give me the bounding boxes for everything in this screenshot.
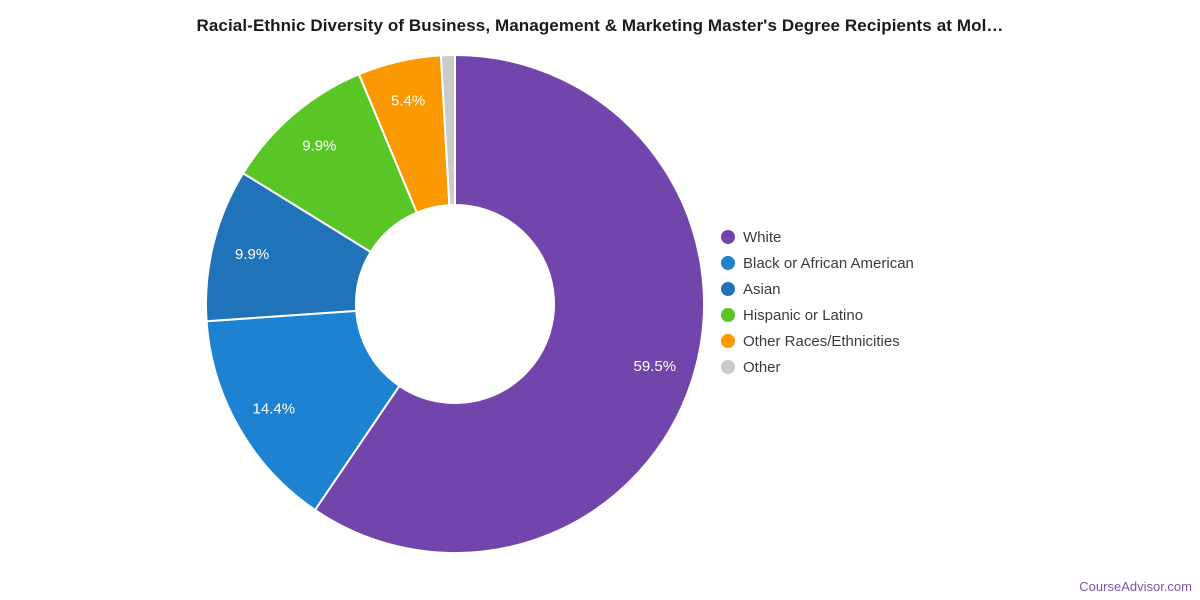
legend-swatch-black-or-african-american — [721, 256, 735, 270]
legend-item-other-races-ethnicities: Other Races/Ethnicities — [721, 328, 914, 354]
pie-slice-black-or-african-american[interactable] — [205, 309, 401, 511]
legend-swatch-other — [721, 360, 735, 374]
legend-swatch-asian — [721, 282, 735, 296]
legend-item-black-or-african-american: Black or African American — [721, 250, 914, 276]
legend-swatch-hispanic-or-latino — [721, 308, 735, 322]
legend-label-hispanic-or-latino: Hispanic or Latino — [743, 306, 864, 324]
slice-value-other-races-ethnicities: 5.4% — [391, 93, 425, 110]
legend-label-other: Other — [743, 358, 781, 376]
legend-label-black-or-african-american: Black or African American — [743, 254, 914, 272]
legend-label-white: White — [743, 228, 782, 246]
legend-swatch-white — [721, 230, 735, 244]
slice-value-hispanic-or-latino: 9.9% — [302, 137, 336, 154]
chart-legend: White Black or African American Asian Hispa… — [721, 224, 914, 380]
legend-item-other: Other — [721, 354, 914, 380]
pie-slice-white[interactable] — [314, 54, 705, 554]
legend-swatch-other-races-ethnicities — [721, 334, 735, 348]
legend-item-hispanic-or-latino: Hispanic or Latino — [721, 302, 914, 328]
slice-value-white: 59.5% — [634, 358, 677, 375]
legend-label-other-races-ethnicities: Other Races/Ethnicities — [743, 332, 900, 350]
chart-title: Racial-Ethnic Diversity of Business, Man… — [196, 16, 1004, 35]
slice-value-black-or-african-american: 14.4% — [253, 400, 296, 417]
pie-slice-other[interactable] — [439, 54, 456, 207]
legend-item-asian: Asian — [721, 276, 914, 302]
legend-item-white: White — [721, 224, 914, 250]
courseadvisor-watermark-link[interactable]: CourseAdvisor.com — [1079, 579, 1192, 594]
legend-label-asian: Asian — [743, 280, 781, 298]
slice-value-asian: 9.9% — [235, 246, 269, 263]
